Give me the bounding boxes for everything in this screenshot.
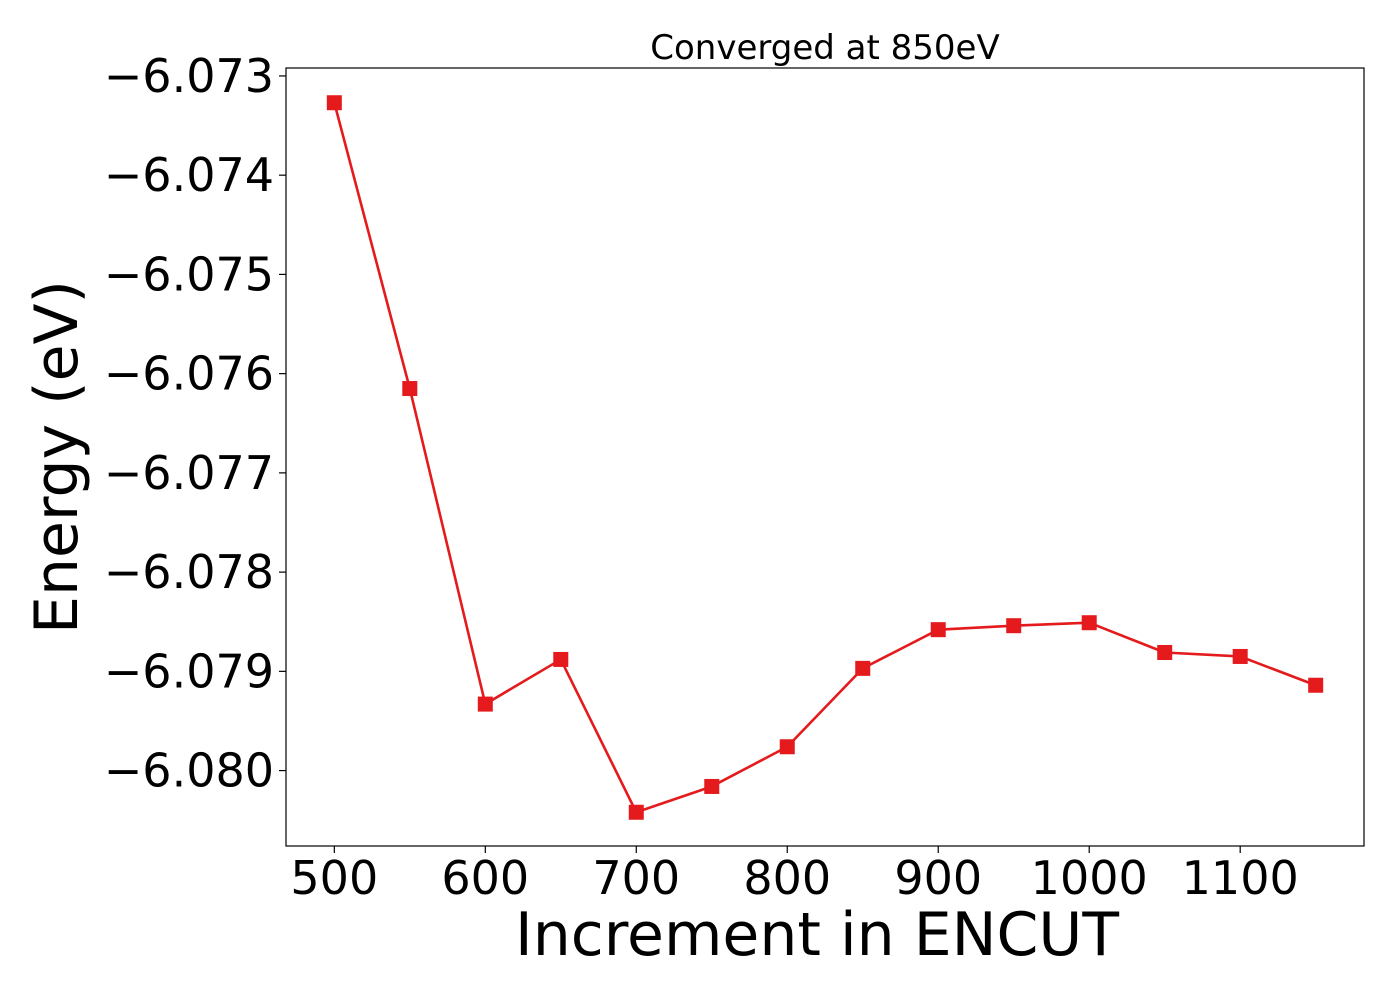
y-tick-label: −6.074 — [104, 148, 274, 202]
y-tick-label: −6.079 — [104, 644, 274, 698]
x-tick-label: 800 — [743, 851, 831, 905]
chart-title: Converged at 850eV — [650, 28, 999, 68]
data-point-marker — [402, 381, 418, 397]
x-tick-label: 600 — [441, 851, 529, 905]
y-tick-label: −6.080 — [104, 744, 274, 798]
data-point-marker — [628, 804, 644, 820]
x-tick-label: 700 — [592, 851, 680, 905]
y-axis: −6.073 −6.074 −6.075 −6.076 −6.077 −6.078 −6.0… — [104, 49, 286, 798]
x-tick-label: 1100 — [1182, 851, 1299, 905]
y-tick-label: −6.076 — [104, 347, 274, 401]
x-axis-label: Increment in ENCUT — [515, 900, 1119, 970]
x-axis: 500 600 700 800 900 1000 1100 — [290, 846, 1299, 905]
y-tick-label: −6.078 — [104, 545, 274, 599]
data-point-marker — [704, 778, 720, 794]
data-point-marker — [1308, 677, 1324, 693]
data-point-marker — [1157, 644, 1173, 660]
data-point-marker — [553, 651, 569, 667]
data-point-marker — [930, 622, 946, 638]
data-point-marker — [326, 95, 342, 111]
data-point-marker — [1232, 648, 1248, 664]
plot-area-frame — [285, 67, 1365, 847]
data-point-marker — [855, 660, 871, 676]
x-tick-label: 1000 — [1031, 851, 1148, 905]
series-line — [333, 102, 1317, 814]
y-tick-label: −6.077 — [104, 446, 274, 500]
data-point-marker — [779, 739, 795, 755]
data-point-marker — [477, 696, 493, 712]
x-tick-label: 500 — [290, 851, 378, 905]
y-tick-label: −6.075 — [104, 247, 274, 301]
series-layer — [326, 95, 1324, 820]
y-tick-label: −6.073 — [104, 49, 274, 103]
data-point-marker — [1081, 615, 1097, 631]
data-point-marker — [1006, 618, 1022, 634]
x-tick-label: 900 — [894, 851, 982, 905]
y-axis-label: Energy (eV) — [22, 280, 92, 634]
